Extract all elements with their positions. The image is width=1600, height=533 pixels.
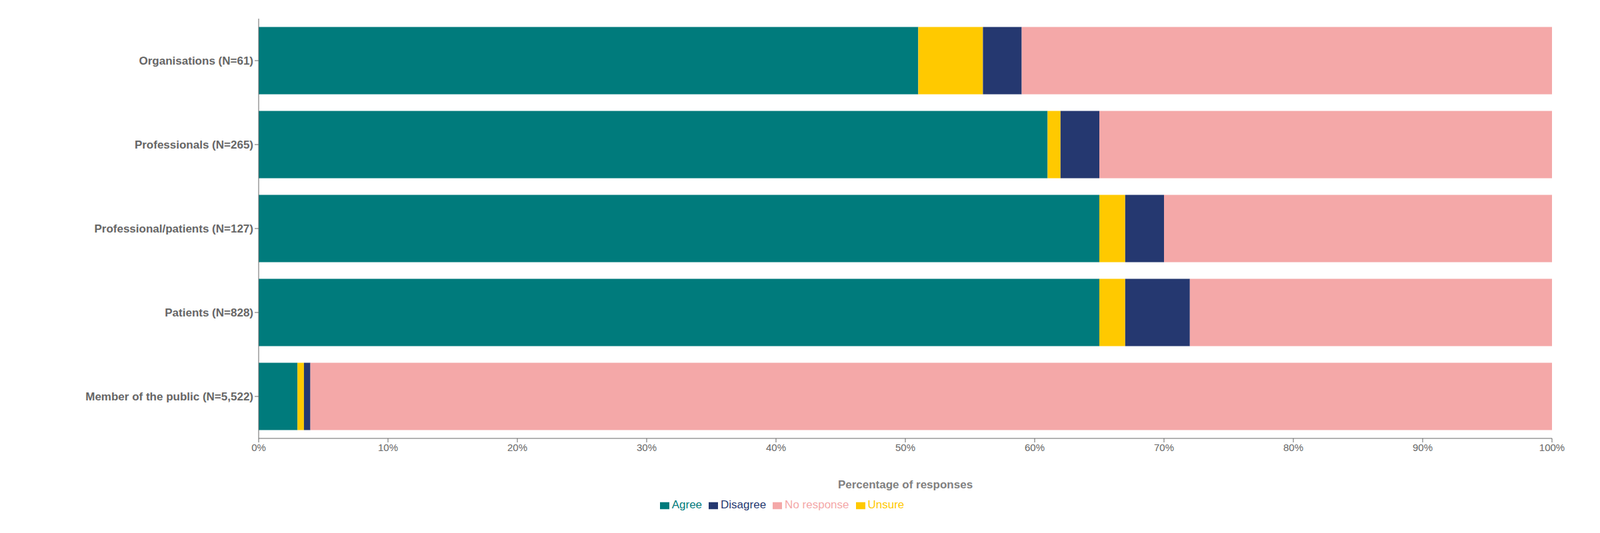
svg-text:0%: 0% xyxy=(251,442,266,454)
svg-text:80%: 80% xyxy=(1283,442,1304,454)
html-text:No response: No response xyxy=(784,498,849,512)
svg-text:90%: 90% xyxy=(1412,442,1433,454)
svg-text:70%: 70% xyxy=(1154,442,1174,454)
svg-text:Professionals (N=265): Professionals (N=265) xyxy=(134,138,254,152)
html-text:Disagree: Disagree xyxy=(720,498,767,512)
svg-text:Member of the public (N=5,522): Member of the public (N=5,522) xyxy=(85,390,254,404)
svg-text:Percentage of responses: Percentage of responses xyxy=(838,478,973,492)
svg-text:30%: 30% xyxy=(636,442,657,454)
svg-text:10%: 10% xyxy=(378,442,398,454)
svg-text:Organisations (N=61): Organisations (N=61) xyxy=(139,54,254,68)
svg-text:Professional/patients (N=127): Professional/patients (N=127) xyxy=(94,222,254,236)
svg-text:40%: 40% xyxy=(766,442,786,454)
html-text:Unsure: Unsure xyxy=(867,498,905,512)
svg-text:Patients (N=828): Patients (N=828) xyxy=(164,306,254,320)
svg-text:100%: 100% xyxy=(1539,442,1565,454)
svg-text:20%: 20% xyxy=(507,442,528,454)
html-text:Agree: Agree xyxy=(671,498,703,512)
svg-text:50%: 50% xyxy=(895,442,916,454)
svg-text:60%: 60% xyxy=(1024,442,1045,454)
